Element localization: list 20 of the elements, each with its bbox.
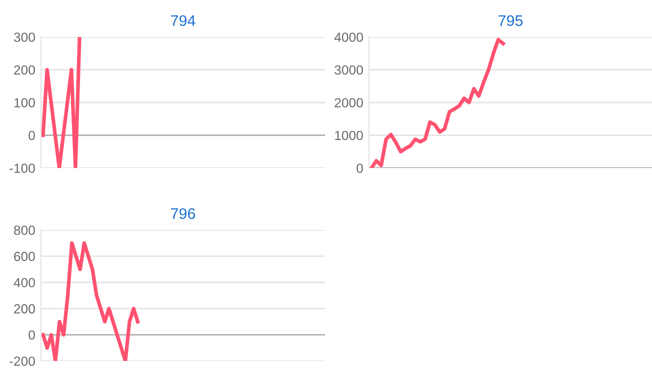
y-tick-label: 100 — [14, 98, 35, 108]
y-tick-label: 400 — [14, 278, 35, 288]
y-tick-label: 3000 — [334, 65, 363, 75]
y-tick-label: 1000 — [335, 130, 363, 140]
y-tick-label: 800 — [14, 226, 35, 235]
chart-title: 796 — [171, 208, 196, 220]
y-tick-label: -200 — [10, 356, 35, 366]
chart-title: 794 — [171, 15, 196, 26]
y-tick-label: 300 — [14, 32, 35, 42]
chart-title: 795 — [498, 15, 523, 26]
y-tick-label: 4000 — [334, 32, 363, 42]
y-tick-label: 0 — [356, 164, 363, 173]
line-series — [41, 241, 140, 361]
y-tick-label: 600 — [14, 252, 35, 262]
y-tick-label: 0 — [28, 130, 35, 140]
y-tick-label: 0 — [28, 330, 35, 340]
y-tick-label: 2000 — [334, 98, 363, 108]
y-tick-label: 200 — [14, 304, 35, 314]
y-tick-label: -100 — [10, 164, 35, 173]
y-tick-label: 200 — [14, 65, 35, 75]
